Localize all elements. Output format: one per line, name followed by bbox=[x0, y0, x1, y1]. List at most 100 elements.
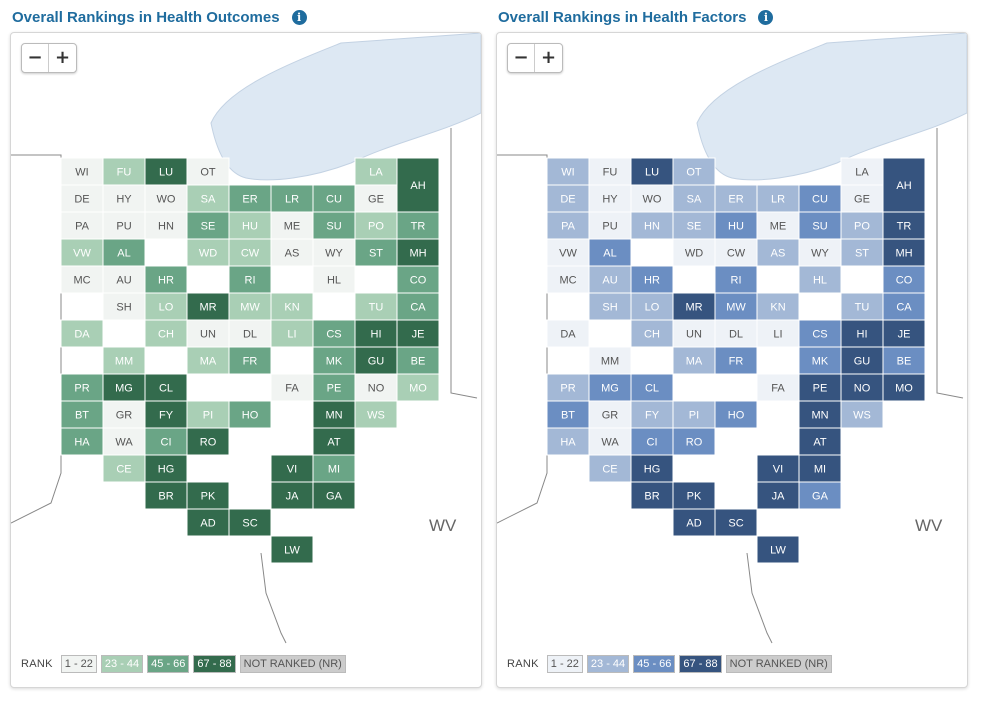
county-mm[interactable]: MM bbox=[102, 346, 146, 375]
county-kn[interactable]: KN bbox=[756, 292, 800, 321]
county-shape[interactable] bbox=[312, 211, 356, 240]
county-mh[interactable]: MH bbox=[882, 238, 926, 267]
county-shape[interactable] bbox=[798, 427, 842, 456]
county-gu[interactable]: GU bbox=[840, 346, 884, 375]
county-shape[interactable] bbox=[270, 184, 314, 213]
county-shape[interactable] bbox=[396, 238, 440, 267]
county-shape[interactable] bbox=[546, 184, 590, 213]
county-shape[interactable] bbox=[102, 427, 146, 456]
county-shape[interactable] bbox=[882, 292, 926, 321]
county-se[interactable]: SE bbox=[186, 211, 230, 240]
county-shape[interactable] bbox=[756, 481, 800, 510]
county-shape[interactable] bbox=[714, 400, 758, 429]
county-wd[interactable]: WD bbox=[672, 238, 716, 267]
zoom-in-button[interactable]: + bbox=[535, 44, 562, 72]
county-hg[interactable]: HG bbox=[630, 454, 674, 483]
county-fy[interactable]: FY bbox=[144, 400, 188, 429]
county-shape[interactable] bbox=[672, 184, 716, 213]
county-ca[interactable]: CA bbox=[882, 292, 926, 321]
county-ge[interactable]: GE bbox=[354, 184, 398, 213]
county-la[interactable]: LA bbox=[354, 157, 398, 186]
county-gr[interactable]: GR bbox=[102, 400, 146, 429]
county-shape[interactable] bbox=[396, 373, 440, 402]
county-shape[interactable] bbox=[186, 427, 230, 456]
county-pu[interactable]: PU bbox=[588, 211, 632, 240]
county-co[interactable]: CO bbox=[882, 265, 926, 294]
county-shape[interactable] bbox=[546, 211, 590, 240]
county-shape[interactable] bbox=[102, 454, 146, 483]
county-ci[interactable]: CI bbox=[630, 427, 674, 456]
county-wo[interactable]: WO bbox=[630, 184, 674, 213]
county-hy[interactable]: HY bbox=[588, 184, 632, 213]
county-shape[interactable] bbox=[312, 319, 356, 348]
county-shape[interactable] bbox=[186, 319, 230, 348]
county-sa[interactable]: SA bbox=[186, 184, 230, 213]
county-at[interactable]: AT bbox=[798, 427, 842, 456]
map-container[interactable]: WI FU LU OT LA AH DE HY WO SA ER LR CU GE PA PU HN SE HU ME… bbox=[496, 32, 968, 688]
county-ot[interactable]: OT bbox=[186, 157, 230, 186]
county-shape[interactable] bbox=[756, 373, 800, 402]
county-tu[interactable]: TU bbox=[354, 292, 398, 321]
county-shape[interactable] bbox=[102, 292, 146, 321]
county-ma[interactable]: MA bbox=[672, 346, 716, 375]
county-al[interactable]: AL bbox=[588, 238, 632, 267]
county-shape[interactable] bbox=[312, 481, 356, 510]
county-shape[interactable] bbox=[144, 454, 188, 483]
county-ad[interactable]: AD bbox=[186, 508, 230, 537]
county-ah[interactable]: AH bbox=[882, 157, 926, 213]
county-mr[interactable]: MR bbox=[672, 292, 716, 321]
county-mr[interactable]: MR bbox=[186, 292, 230, 321]
map-container[interactable]: WI FU LU OT LA AH DE HY WO SA ER LR CU GE PA PU HN SE HU ME… bbox=[10, 32, 482, 688]
county-hi[interactable]: HI bbox=[354, 319, 398, 348]
county-wa[interactable]: WA bbox=[102, 427, 146, 456]
county-shape[interactable] bbox=[630, 454, 674, 483]
county-shape[interactable] bbox=[312, 265, 356, 294]
county-cu[interactable]: CU bbox=[798, 184, 842, 213]
county-mi[interactable]: MI bbox=[798, 454, 842, 483]
county-shape[interactable] bbox=[60, 427, 104, 456]
county-shape[interactable] bbox=[102, 400, 146, 429]
county-mw[interactable]: MW bbox=[714, 292, 758, 321]
county-lo[interactable]: LO bbox=[630, 292, 674, 321]
county-shape[interactable] bbox=[756, 319, 800, 348]
county-shape[interactable] bbox=[588, 184, 632, 213]
county-shape[interactable] bbox=[354, 184, 398, 213]
county-shape[interactable] bbox=[270, 373, 314, 402]
county-lo[interactable]: LO bbox=[144, 292, 188, 321]
county-pa[interactable]: PA bbox=[60, 211, 104, 240]
county-sa[interactable]: SA bbox=[672, 184, 716, 213]
county-wa[interactable]: WA bbox=[588, 427, 632, 456]
county-be[interactable]: BE bbox=[882, 346, 926, 375]
county-mh[interactable]: MH bbox=[396, 238, 440, 267]
county-shape[interactable] bbox=[798, 265, 842, 294]
county-un[interactable]: UN bbox=[186, 319, 230, 348]
county-shape[interactable] bbox=[756, 454, 800, 483]
county-shape[interactable] bbox=[588, 427, 632, 456]
county-shape[interactable] bbox=[354, 400, 398, 429]
county-ga[interactable]: GA bbox=[798, 481, 842, 510]
county-cu[interactable]: CU bbox=[312, 184, 356, 213]
county-shape[interactable] bbox=[186, 508, 230, 537]
county-shape[interactable] bbox=[60, 400, 104, 429]
county-tr[interactable]: TR bbox=[396, 211, 440, 240]
county-shape[interactable] bbox=[60, 373, 104, 402]
county-shape[interactable] bbox=[354, 211, 398, 240]
county-shape[interactable] bbox=[102, 211, 146, 240]
county-ad[interactable]: AD bbox=[672, 508, 716, 537]
county-ho[interactable]: HO bbox=[228, 400, 272, 429]
county-shape[interactable] bbox=[102, 184, 146, 213]
county-je[interactable]: JE bbox=[396, 319, 440, 348]
county-shape[interactable] bbox=[840, 400, 884, 429]
county-shape[interactable] bbox=[186, 400, 230, 429]
county-shape[interactable] bbox=[312, 346, 356, 375]
county-pe[interactable]: PE bbox=[798, 373, 842, 402]
county-shape[interactable] bbox=[60, 319, 104, 348]
county-shape[interactable] bbox=[144, 211, 188, 240]
county-shape[interactable] bbox=[396, 292, 440, 321]
county-shape[interactable] bbox=[630, 211, 674, 240]
county-ws[interactable]: WS bbox=[354, 400, 398, 429]
county-be[interactable]: BE bbox=[396, 346, 440, 375]
county-shape[interactable] bbox=[102, 346, 146, 375]
county-fy[interactable]: FY bbox=[630, 400, 674, 429]
county-tr[interactable]: TR bbox=[882, 211, 926, 240]
